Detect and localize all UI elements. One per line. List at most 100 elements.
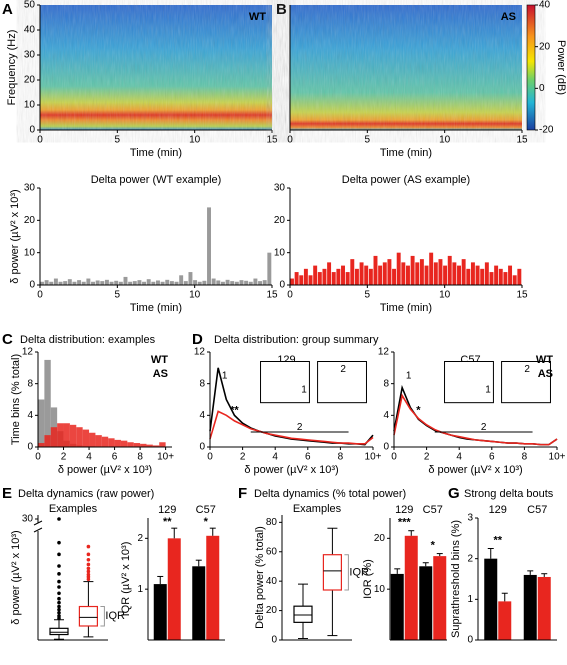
- histogram-bar: [57, 423, 64, 447]
- bar: [341, 265, 345, 285]
- y-tick-label: 1: [467, 594, 473, 605]
- bar: [197, 281, 202, 285]
- subtitle: Examples: [49, 503, 98, 515]
- outlier: [57, 614, 61, 618]
- histogram-bar: [146, 444, 153, 447]
- bar: [537, 576, 551, 640]
- bar: [461, 259, 466, 285]
- y-tick-label: 20: [24, 75, 36, 86]
- bar: [419, 259, 424, 285]
- bar: [489, 272, 494, 285]
- bar: [484, 558, 498, 640]
- bar: [503, 272, 508, 285]
- colorbar: [526, 4, 536, 131]
- bar: [317, 272, 322, 285]
- panel-label: F: [238, 485, 247, 502]
- y-tick-label: 4: [383, 410, 389, 421]
- series-line: [393, 393, 558, 446]
- bar: [188, 272, 193, 285]
- y-tick-label: 20: [374, 533, 386, 544]
- x-tick-label: 0: [207, 452, 213, 463]
- y-axis-label: IQR (µV² x 10³): [120, 542, 132, 617]
- outlier: [57, 596, 61, 601]
- colorbar-tick-label: 20: [539, 41, 551, 52]
- series-line: [209, 410, 374, 445]
- colorbar-tick-label: 0: [539, 83, 545, 94]
- bar: [331, 272, 336, 285]
- y-tick-label: 10: [24, 247, 36, 258]
- x-tick-label: 0: [287, 135, 293, 146]
- bar: [484, 262, 489, 285]
- bar: [523, 574, 537, 640]
- x-tick-label: 10: [439, 135, 451, 146]
- outlier: [57, 607, 61, 612]
- histogram-bar: [127, 442, 134, 447]
- outlier: [57, 517, 61, 521]
- significance: **: [163, 516, 172, 528]
- axis-break: [33, 527, 43, 533]
- y-tick-label: 12: [378, 347, 390, 358]
- x-tick-label: 0: [37, 290, 43, 301]
- histogram-bar: [140, 443, 147, 447]
- bar: [494, 265, 499, 285]
- bar: [443, 265, 448, 285]
- condition-label: AS: [501, 11, 516, 23]
- bar: [517, 268, 522, 285]
- inset-label: 1: [485, 385, 491, 396]
- outlier: [86, 569, 91, 574]
- panel-label: G: [448, 485, 460, 502]
- bar: [466, 268, 471, 285]
- bar: [100, 281, 105, 285]
- iqr-bracket: [100, 606, 105, 627]
- bar: [72, 281, 77, 285]
- bar: [225, 279, 230, 285]
- outlier: [57, 579, 61, 584]
- bar: [86, 278, 91, 285]
- y-tick-label: 40: [266, 576, 278, 587]
- y-tick-label: 0: [29, 125, 35, 136]
- bar: [230, 281, 235, 285]
- bar: [142, 281, 147, 285]
- bar: [248, 281, 253, 285]
- y-tick-label: 50: [24, 0, 36, 11]
- inset: [260, 361, 310, 404]
- colorbar-tick-label: -20: [539, 125, 554, 136]
- bar: [404, 535, 418, 640]
- outlier: [57, 540, 61, 545]
- bar: [58, 281, 63, 285]
- y-axis-label: Suprathreshold bins (%): [450, 520, 462, 638]
- bar: [207, 207, 211, 285]
- x-axis-label: Time (min): [380, 147, 432, 159]
- annotation: IQR: [105, 610, 125, 622]
- chart-title: Delta dynamics (% total power): [254, 488, 406, 500]
- histogram-bar: [44, 435, 51, 447]
- axis-break: [33, 520, 43, 526]
- chart-title: Delta power (WT example): [91, 174, 222, 186]
- outlier: [57, 585, 61, 589]
- y-tick-label: 80: [266, 517, 278, 528]
- spectrogram-texture: [290, 5, 522, 130]
- y-axis-label: Delta power (% total): [254, 526, 266, 629]
- bar: [433, 556, 447, 640]
- inset-label: 2: [340, 364, 346, 375]
- bar: [419, 566, 433, 640]
- x-tick-label: 10+: [549, 452, 566, 463]
- x-axis-label: δ power (µV² x 10³): [428, 464, 522, 476]
- y-tick-label: 0: [27, 442, 33, 453]
- histogram-bar: [95, 435, 102, 447]
- bar: [193, 280, 198, 285]
- y-axis-label: IOR (%): [362, 559, 374, 599]
- chart-title: Delta power (AS example): [342, 174, 470, 186]
- bar: [109, 281, 114, 285]
- y-tick-label: 30: [24, 50, 36, 61]
- bar: [202, 280, 207, 285]
- bar: [244, 280, 249, 285]
- histogram-bar: [50, 407, 58, 447]
- bar: [146, 279, 151, 285]
- x-tick-label: 15: [266, 290, 278, 301]
- bar: [67, 279, 72, 285]
- bar: [183, 281, 188, 285]
- bar: [457, 265, 461, 285]
- outlier: [57, 572, 61, 576]
